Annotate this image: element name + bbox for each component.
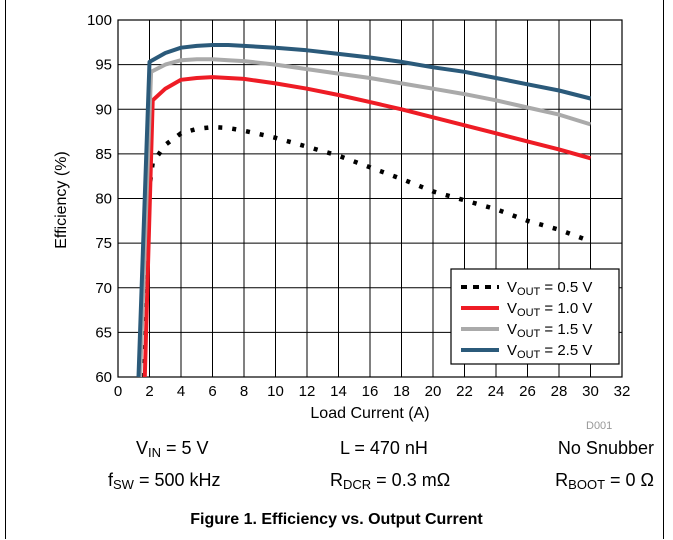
x-tick-label: 22 — [456, 383, 473, 400]
condition-3: fSW = 500 kHz — [108, 470, 221, 492]
y-tick-label: 95 — [95, 57, 112, 74]
figure-caption: Figure 1. Efficiency vs. Output Current — [0, 511, 673, 529]
x-tick-label: 18 — [393, 383, 410, 400]
y-tick-label: 70 — [95, 280, 112, 297]
condition-2: No Snubber — [558, 438, 654, 459]
x-tick-label: 10 — [267, 383, 284, 400]
x-tick-label: 4 — [177, 383, 185, 400]
y-tick-label: 100 — [87, 12, 112, 29]
x-tick-label: 32 — [614, 383, 631, 400]
y-axis-label: Efficiency (%) — [53, 151, 70, 249]
x-tick-label: 12 — [299, 383, 316, 400]
condition-0: VIN = 5 V — [136, 438, 209, 460]
x-tick-label: 28 — [551, 383, 568, 400]
x-axis-label: Load Current (A) — [310, 405, 429, 422]
y-tick-label: 80 — [95, 191, 112, 208]
condition-1: L = 470 nH — [340, 438, 428, 459]
x-tick-label: 8 — [240, 383, 248, 400]
y-tick-label: 60 — [95, 369, 112, 386]
y-tick-label: 90 — [95, 101, 112, 118]
condition-5: RBOOT = 0 Ω — [555, 470, 654, 492]
y-tick-label: 75 — [95, 235, 112, 252]
x-tick-label: 6 — [208, 383, 216, 400]
x-tick-label: 0 — [114, 383, 122, 400]
efficiency-chart: 0 2 4 6 8 10 12 14 16 18 20 22 24 26 28 30 3260657075808… — [0, 0, 673, 430]
y-tick-label: 85 — [95, 146, 112, 163]
x-tick-label: 2 — [145, 383, 153, 400]
x-tick-label: 14 — [330, 383, 347, 400]
x-tick-label: 24 — [488, 383, 505, 400]
x-tick-label: 30 — [582, 383, 599, 400]
figure-id-tag: D001 — [586, 420, 612, 432]
x-tick-label: 20 — [425, 383, 442, 400]
x-tick-label: 26 — [519, 383, 536, 400]
y-tick-label: 65 — [95, 324, 112, 341]
x-tick-label: 16 — [362, 383, 379, 400]
condition-4: RDCR = 0.3 mΩ — [330, 470, 450, 492]
